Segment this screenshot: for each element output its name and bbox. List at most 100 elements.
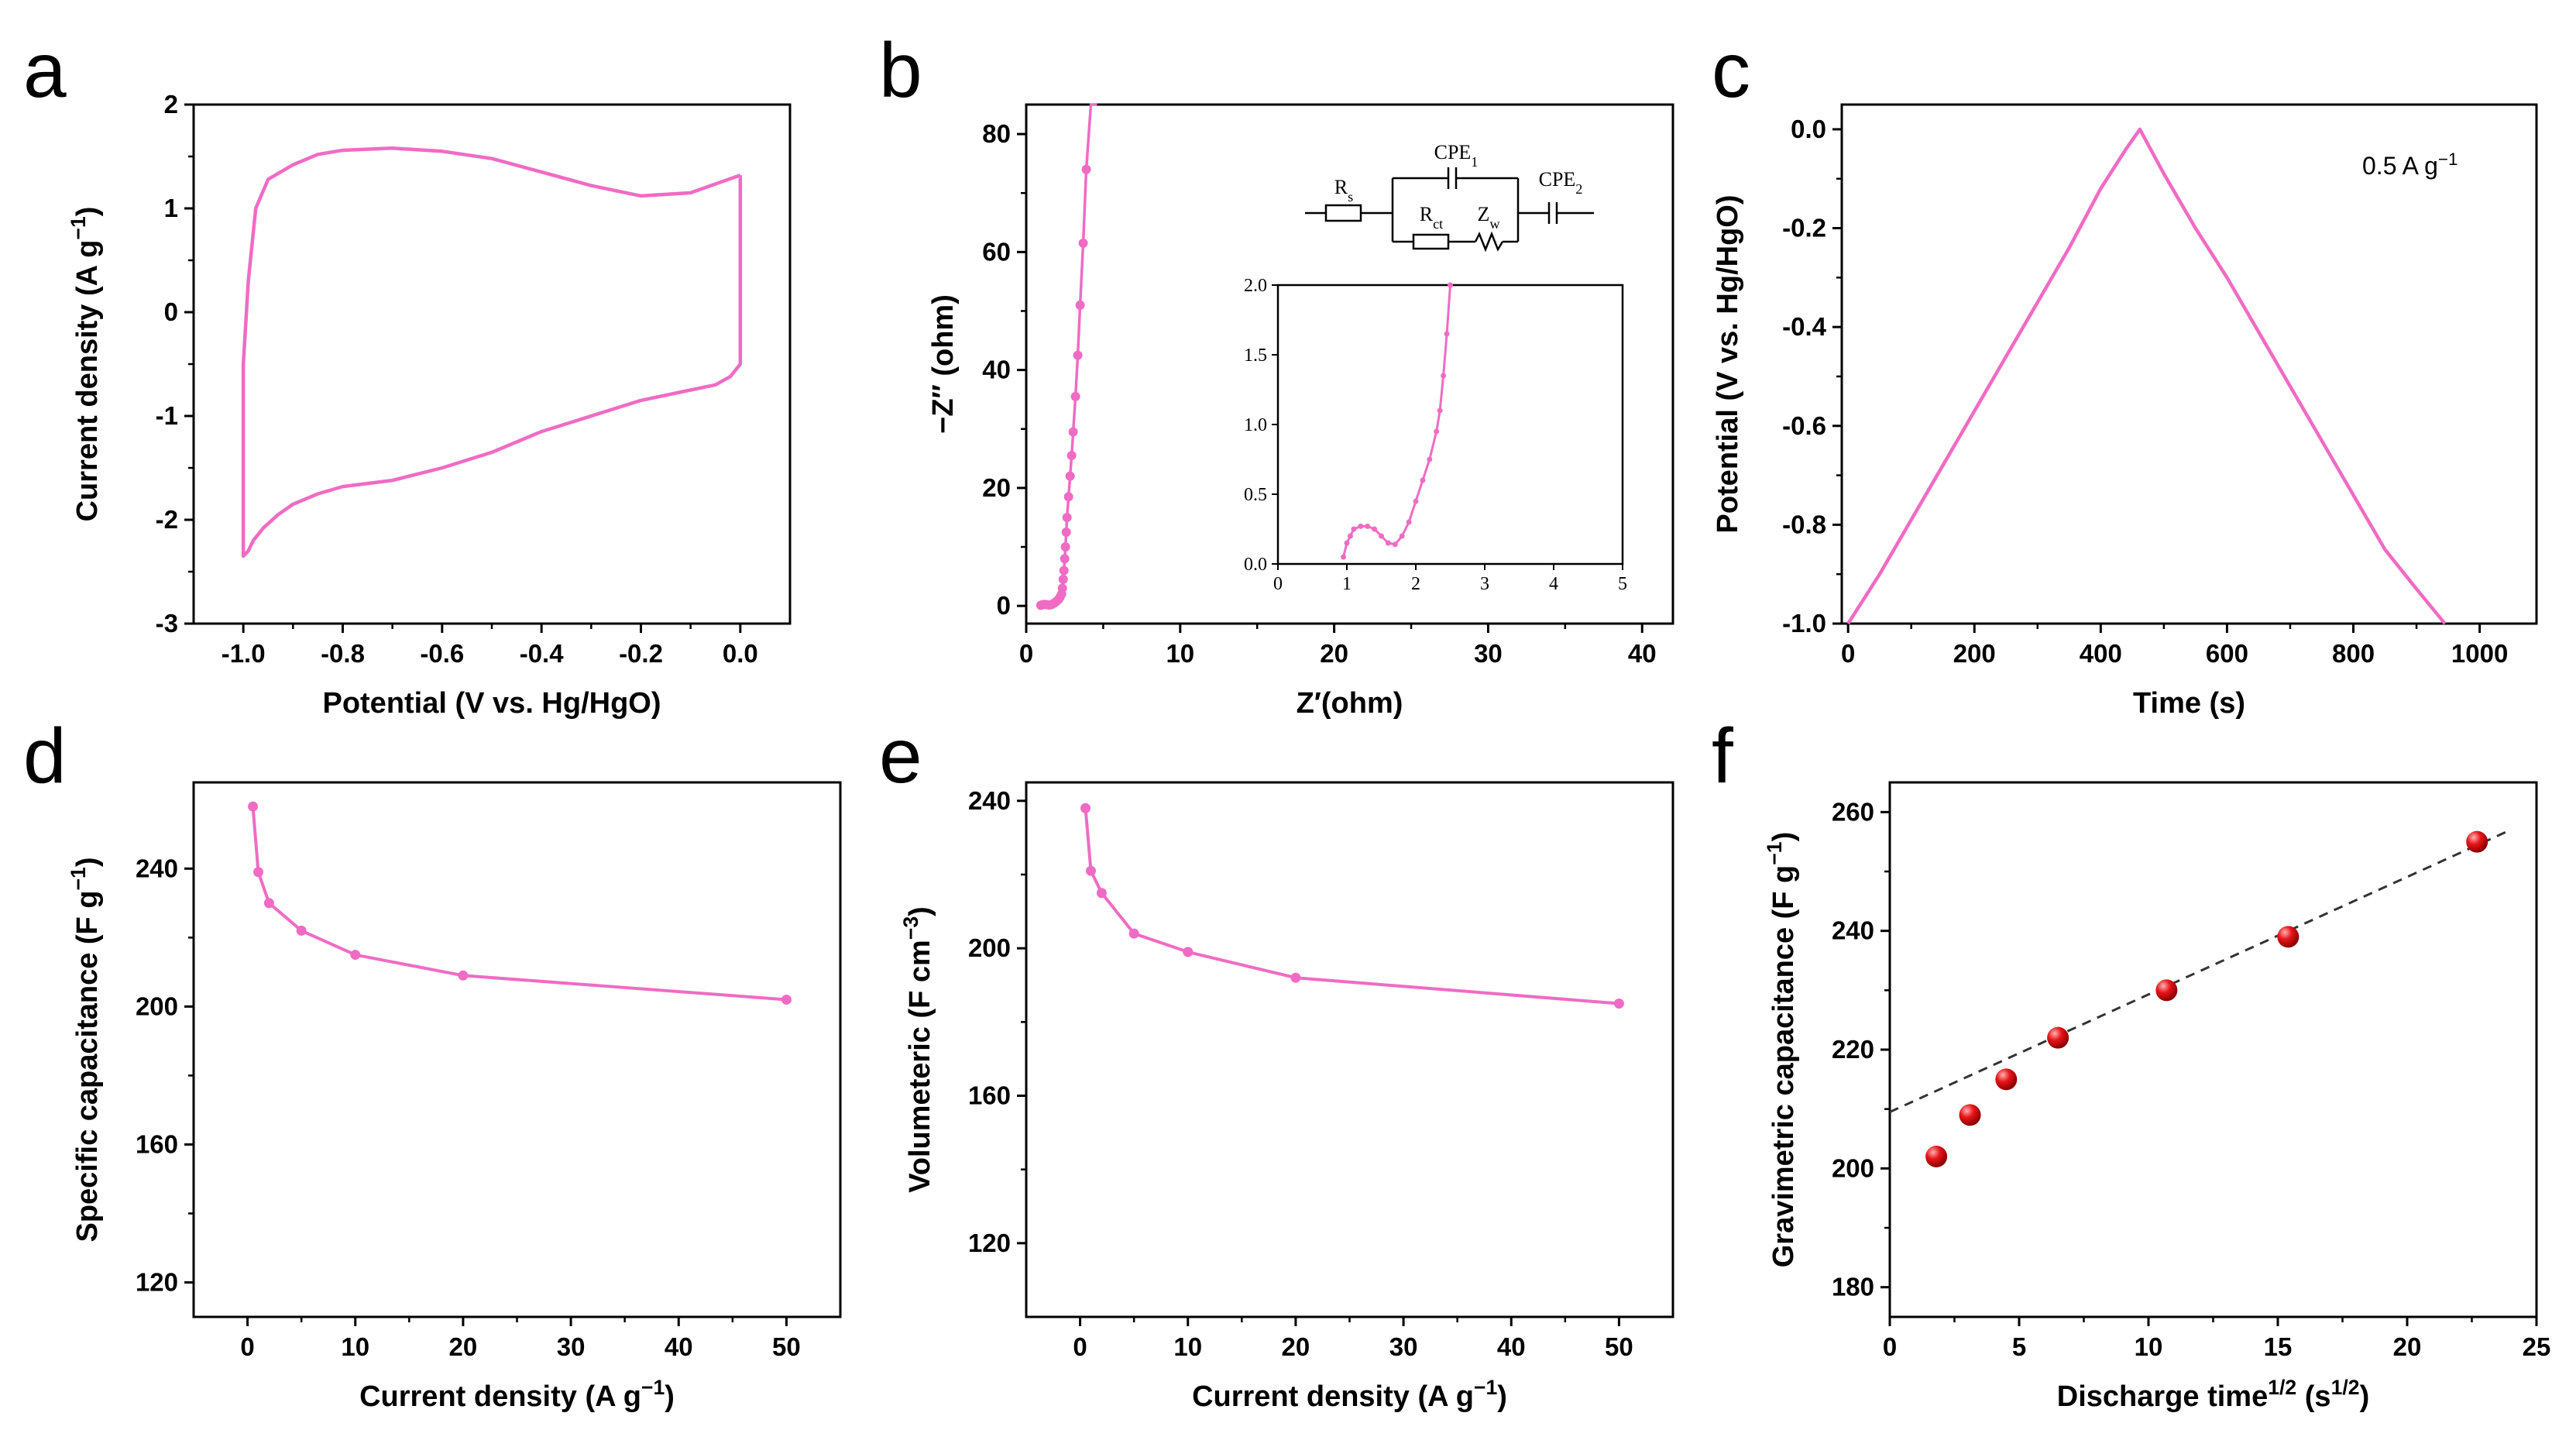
- plot-frame-a: [192, 103, 792, 625]
- inset-x-tick-label: 0: [1273, 574, 1283, 594]
- x-axis-label-part: Current density (A g: [359, 1380, 641, 1413]
- data-point: [1061, 527, 1071, 537]
- series-line-e: [1084, 808, 1619, 1005]
- data-point: [1086, 865, 1096, 876]
- fit-line: [1889, 828, 2512, 1113]
- inset-data-point: [1427, 456, 1433, 462]
- data-point: [1613, 999, 1624, 1009]
- y-axis-label-part: Current density (A g: [71, 240, 104, 522]
- data-point: [1075, 300, 1085, 310]
- data-point: [1059, 565, 1069, 576]
- y-tick-label: 240: [1832, 916, 1874, 945]
- y-tick-label: -0.8: [1782, 510, 1826, 538]
- inset-data-point: [1385, 540, 1391, 546]
- panel-c: c 0 200 400 600 800 1000 -1.0 -0.8 -0.6 -0.4 -0.2 0.…: [1712, 27, 2538, 720]
- y-tick-label: 2: [164, 90, 178, 119]
- y-axis-label-part: −3: [899, 916, 922, 940]
- x-tick-label: 5: [2012, 1332, 2026, 1361]
- inset-data-point: [1392, 541, 1398, 548]
- x-tick-label: 0: [1883, 1332, 1897, 1361]
- y-axis-label-part: Volumeteric (F cm: [904, 940, 936, 1193]
- inset-y-tick-label: 1.0: [1244, 415, 1267, 435]
- panel-letter-d: d: [23, 713, 67, 799]
- y-axis-label: Volumeteric (F cm−3): [899, 906, 936, 1193]
- y-axis-label: Potential (V vs. Hg/HgO): [1712, 194, 1744, 533]
- zw-label: Zw: [1477, 203, 1500, 232]
- inset-data-point: [1344, 540, 1350, 546]
- inset-plot: 0 1 2 3 4 5 0.0 0.5 1.0 1.5 2.0: [1244, 276, 1627, 594]
- data-point: [1078, 238, 1088, 248]
- x-axis-label: Potential (V vs. Hg/HgO): [322, 687, 661, 720]
- y-tick-label: 160: [136, 1129, 178, 1158]
- data-point: [1073, 350, 1083, 360]
- data-point: [1080, 803, 1091, 813]
- warburg-element: [1474, 231, 1504, 253]
- rct-label-part: ct: [1433, 216, 1443, 232]
- x-tick-label: -0.4: [520, 639, 565, 668]
- rs-label-part: s: [1348, 189, 1353, 205]
- inset-y-tick-label: 0.5: [1244, 485, 1267, 505]
- zw-label-part: Z: [1477, 203, 1489, 225]
- data-point: [1065, 471, 1075, 481]
- panel-a: a -1.0 -0.8 -0.6 -0.4 -0.2 0.0 -3 -2 -1 0 1 2 Potenti…: [23, 27, 792, 720]
- x-axis-label: Current density (A g−1): [359, 1376, 675, 1413]
- data-point: [1995, 1068, 2018, 1091]
- x-tick-label: 10: [2135, 1332, 2163, 1361]
- rct-resistor: [1412, 233, 1450, 250]
- plot-frame-b: [1025, 103, 1674, 625]
- x-axis-label-part: ): [1497, 1380, 1507, 1413]
- x-tick-label: 50: [772, 1332, 801, 1361]
- cpe2-label-part: 2: [1575, 181, 1582, 197]
- y-axis-label-part: ): [904, 906, 936, 916]
- y-tick-label: 120: [968, 1229, 1011, 1257]
- data-point: [2155, 979, 2178, 1002]
- x-tick-label: 30: [557, 1332, 586, 1361]
- x-tick-label: 400: [2080, 639, 2122, 668]
- y-tick-label: -1: [156, 401, 178, 430]
- x-axis-label: Discharge time1/2 (s1/2): [2057, 1376, 2369, 1413]
- y-tick-label: -0.6: [1782, 411, 1826, 440]
- y-axis-label: Specific capacitance (F g−1): [67, 857, 104, 1242]
- y-tick-label: 60: [982, 237, 1011, 266]
- x-axis-label-part: ): [665, 1380, 675, 1413]
- x-tick-label: 1000: [2451, 639, 2508, 668]
- x-tick-label: 20: [1320, 639, 1348, 668]
- inset-y-tick-label: 1.5: [1244, 345, 1267, 366]
- data-point: [253, 867, 263, 878]
- y-tick-label: 1: [164, 194, 178, 222]
- inset-data-point: [1444, 331, 1450, 337]
- y-axis-label-part: Specific capacitance (F g: [71, 890, 104, 1242]
- x-tick-label: 40: [1628, 639, 1657, 668]
- y-axis-label-part: Potential (V vs. Hg/HgO): [1712, 194, 1744, 533]
- panel-d: d 0 10 20 30 40 50 120 160 200 240 Current density …: [23, 713, 842, 1413]
- y-tick-label: 0: [997, 591, 1011, 620]
- inset-x-tick-label: 2: [1411, 574, 1420, 594]
- x-axis-label: Z′(ohm): [1297, 687, 1403, 720]
- x-tick-label: -1.0: [222, 639, 266, 668]
- current-annotation-part: −1: [2438, 150, 2458, 169]
- y-axis-label-part: −1: [1763, 841, 1786, 865]
- data-point: [1183, 947, 1194, 957]
- data-point: [1063, 492, 1073, 502]
- cpe1-label-part: CPE: [1434, 141, 1472, 163]
- inset-data-point: [1406, 519, 1412, 525]
- data-point: [2047, 1026, 2069, 1049]
- x-tick-label: 40: [1497, 1332, 1526, 1361]
- data-point: [2277, 926, 2300, 948]
- x-tick-label: 20: [1282, 1332, 1310, 1361]
- plot-frame-d: [192, 781, 842, 1318]
- data-point: [1290, 972, 1301, 983]
- data-point: [1068, 427, 1078, 437]
- y-tick-label: 200: [1832, 1153, 1874, 1182]
- x-axis-label-part: 1/2: [2331, 1376, 2360, 1399]
- data-point: [1058, 574, 1068, 584]
- inset-data-point: [1434, 428, 1440, 435]
- data-point: [1925, 1146, 1948, 1167]
- rct-label: Rct: [1420, 203, 1443, 232]
- data-point: [296, 925, 307, 936]
- inset-series-line: [1342, 284, 1451, 558]
- x-tick-label: 25: [2523, 1332, 2551, 1361]
- equivalent-circuit: [1305, 167, 1594, 253]
- x-tick-label: 40: [665, 1332, 693, 1361]
- data-point: [781, 994, 792, 1005]
